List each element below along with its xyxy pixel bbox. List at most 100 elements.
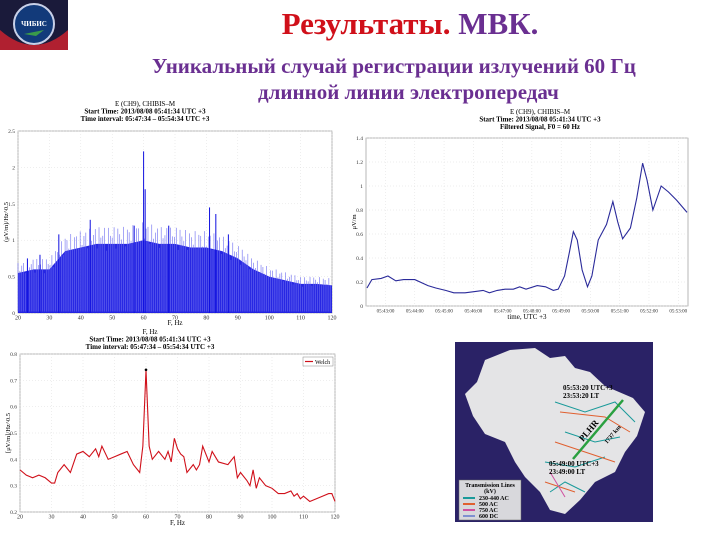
logo-text: ЧИБИС — [21, 20, 47, 28]
y-tick-label: 0.8 — [10, 352, 17, 358]
legend-label: 500 AC — [479, 502, 498, 508]
brazil-land — [465, 348, 645, 514]
x-tick-label: 120 — [328, 316, 337, 322]
y-tick-label: 0 — [12, 311, 15, 317]
x-tick-label: 90 — [235, 316, 241, 322]
x-tick-label: 80 — [203, 316, 209, 322]
x-tick-label: 120 — [331, 515, 340, 521]
chart-title-line: Filtered Signal, F0 = 60 Hz — [500, 123, 580, 131]
x-tick-label: 05:48:00 — [523, 310, 541, 315]
legend-title: Transmission Lines — [465, 483, 515, 489]
y-tick-label: 1.2 — [356, 160, 363, 166]
x-tick-label: 110 — [296, 316, 305, 322]
y-tick-label: 0.4 — [356, 256, 363, 262]
x-tick-label: 40 — [80, 515, 86, 521]
y-tick-label: 0.7 — [10, 378, 17, 384]
legend-label: 230-440 AC — [479, 496, 509, 502]
x-tick-label: 05:47:00 — [494, 310, 512, 315]
x-tick-label: 80 — [206, 515, 212, 521]
chart-title-line: Start Time: 2013/08/08 05:41:34 UTC +3 — [89, 336, 211, 344]
x-tick-label: 90 — [238, 515, 244, 521]
series-line — [19, 369, 336, 503]
x-tick-label: 05:46:00 — [464, 310, 482, 315]
x-tick-label: 110 — [299, 515, 308, 521]
subtitle-line1: Уникальный случай регистрации излучений … — [152, 54, 636, 78]
y-tick-label: 1 — [360, 184, 363, 190]
y-tick-label: 1 — [12, 238, 15, 244]
chart-title-line: E (CH9), CHIBIS–M — [115, 100, 176, 108]
x-tick-label: 100 — [268, 515, 277, 521]
chart-title-line: E (CH9), CHIBIS–M — [510, 108, 571, 116]
x-tick-label: 50 — [112, 515, 118, 521]
y-axis-label: μV/m — [351, 214, 358, 229]
slide-title: Результаты. МВК. — [200, 6, 620, 42]
y-tick-label: 0.3 — [10, 484, 17, 490]
start-time-utc: 05:49:00 UTC+3 — [549, 460, 599, 468]
legend-label: Welch — [315, 360, 330, 366]
y-tick-label: 0.4 — [10, 457, 17, 463]
legend-unit: (kV) — [484, 488, 496, 495]
x-tick-label: 05:44:00 — [406, 310, 424, 315]
x-tick-label: 05:51:00 — [611, 310, 629, 315]
x-tick-label: 20 — [15, 316, 21, 322]
x-tick-label: 05:52:00 — [640, 310, 658, 315]
brazil-transmission-map: 05:53:20 UTC+3 23:53:20 LT 05:49:00 UTC+… — [455, 342, 653, 522]
legend-box — [302, 356, 334, 367]
x-tick-label: 70 — [172, 316, 178, 322]
y-tick-label: 0 — [360, 304, 363, 310]
series-line — [366, 163, 688, 294]
x-tick-label: 30 — [49, 515, 55, 521]
x-tick-label: 30 — [46, 316, 52, 322]
end-time-utc: 05:53:20 UTC+3 — [563, 384, 613, 392]
chart-title-line: Time interval: 05:47:34 – 05:54:34 UTC +… — [81, 115, 210, 123]
x-tick-label: 40 — [78, 316, 84, 322]
start-time-lt: 23:49:00 LT — [549, 468, 585, 476]
x-axis-label: time, UTC +3 — [507, 313, 547, 321]
legend-label: 750 AC — [479, 508, 498, 514]
chart-title-line: Time interval: 05:47:34 – 05:54:34 UTC +… — [86, 343, 215, 351]
y-tick-label: 2.5 — [8, 129, 15, 135]
y-tick-label: 0.5 — [10, 431, 17, 437]
y-tick-label: 0.2 — [10, 510, 17, 516]
plot-area — [365, 137, 689, 307]
title-part1: Результаты. — [281, 6, 451, 41]
x-tick-label: 05:50:00 — [582, 310, 600, 315]
end-time-lt: 23:53:20 LT — [563, 392, 599, 400]
y-tick-label: 0.5 — [8, 275, 15, 281]
x-tick-label: 05:45:00 — [435, 310, 453, 315]
y-tick-label: 1.5 — [8, 202, 15, 208]
x-tick-label: 05:53:00 — [669, 310, 687, 315]
x-tick-label: 60 — [143, 515, 149, 521]
y-tick-label: 0.6 — [10, 405, 17, 411]
chart-title-line: Start Time: 2013/08/08 05:41:34 UTC +3 — [479, 116, 601, 124]
x-tick-label: 05:49:00 — [552, 310, 570, 315]
data-cursor-marker — [144, 368, 148, 372]
legend-label: 600 DC — [479, 514, 498, 520]
mission-logo: ЧИБИС — [0, 0, 68, 50]
y-tick-label: 2 — [12, 165, 15, 171]
x-tick-label: 100 — [265, 316, 274, 322]
chart-title-line: Start Time: 2013/08/08 05:41:34 UTC +3 — [84, 108, 206, 116]
chart-title-line: F, Hz — [143, 328, 158, 336]
x-tick-label: 20 — [17, 515, 23, 521]
x-axis-label: F, Hz — [168, 319, 183, 327]
y-tick-label: 0.2 — [356, 280, 363, 286]
y-tick-label: 0.8 — [356, 208, 363, 214]
x-tick-label: 50 — [109, 316, 115, 322]
x-axis-label: F, Hz — [170, 519, 185, 527]
title-part2: МВК. — [458, 6, 539, 41]
y-axis-label: [μV/m]/Hz^0.5 — [5, 413, 12, 453]
x-tick-label: 70 — [175, 515, 181, 521]
y-tick-label: 1.4 — [356, 136, 363, 142]
y-tick-label: 0.6 — [356, 232, 363, 238]
x-tick-label: 60 — [141, 316, 147, 322]
y-axis-label: (μV/m)/Hz^0.5 — [3, 202, 10, 242]
satellite-track — [572, 399, 624, 460]
x-tick-label: 05:43:00 — [377, 310, 395, 315]
subtitle-line2: длинной линии электропередач — [258, 80, 559, 104]
